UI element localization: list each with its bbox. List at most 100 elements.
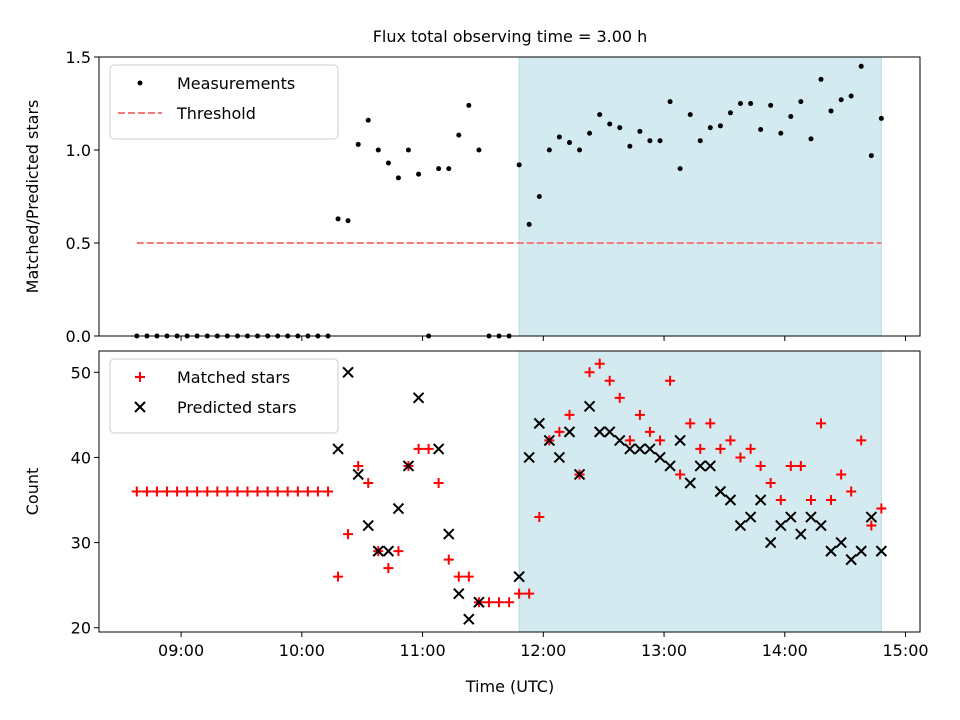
predicted-star-point [382, 545, 395, 557]
predicted-star-point [875, 545, 888, 557]
matched-star-point [856, 435, 867, 446]
measurement-point [567, 140, 573, 146]
matched-star-point [815, 418, 826, 429]
measurement-point [627, 143, 633, 149]
matched-star-point [272, 486, 283, 497]
measurement-point [335, 216, 341, 222]
matched-star-point [514, 588, 525, 599]
predicted-star-point [332, 443, 344, 455]
matched-star-point [826, 495, 837, 506]
measurement-point [526, 221, 532, 227]
predicted-star-point [443, 528, 455, 540]
bottom-axes-frame [98, 350, 921, 633]
measurement-point [516, 162, 522, 168]
predicted-star-point [775, 519, 787, 532]
y-tick-label: 20 [71, 619, 91, 638]
matched-star-point [483, 597, 494, 608]
x-tick-label: 14:00 [762, 641, 808, 660]
measurement-point [768, 102, 774, 108]
top-legend: Measurements Threshold [109, 64, 339, 140]
measurement-point [878, 115, 884, 121]
matched-star-point [413, 443, 424, 454]
predicted-star-point [694, 460, 706, 472]
matched-star-point [353, 460, 364, 471]
measurement-point [748, 101, 754, 106]
matched-star-point [433, 477, 444, 488]
matched-star-point [604, 375, 615, 386]
matched-star-point [624, 435, 635, 446]
measurement-point [416, 171, 422, 177]
matched-star-point [876, 503, 887, 514]
matched-star-point [866, 520, 877, 531]
shaded-region [518, 56, 882, 337]
matched-star-point [846, 486, 857, 497]
matched-star-point [202, 486, 213, 497]
measurement-point [677, 166, 683, 172]
predicted-star-point [654, 451, 666, 464]
matched-star-point [725, 435, 736, 446]
top-panel: 0.0 0.5 1.0 1.5 Matched/Predicted stars Mea… [23, 48, 921, 346]
matched-star-point [393, 546, 404, 557]
predicted-star-point [764, 536, 777, 549]
measurement-point [798, 99, 804, 105]
matched-star-point [634, 409, 645, 420]
predicted-star-point [553, 451, 566, 464]
measurement-point [717, 123, 723, 129]
predicted-star-point [855, 545, 867, 557]
x-tick-label: 15:00 [882, 641, 928, 660]
observing-window-shade [518, 350, 882, 633]
matched-star-point [172, 486, 183, 497]
predicted-star-point [714, 485, 727, 498]
measurement-point [436, 166, 442, 172]
predicted-star-point [412, 392, 425, 404]
predicted-star-point [513, 570, 525, 583]
predicted-star-point [634, 443, 646, 455]
measurement-point [667, 99, 673, 105]
measurement-point [818, 76, 824, 82]
matched-star-point [524, 588, 535, 599]
predicted-star-point [432, 443, 445, 455]
matched-star-point [614, 392, 625, 403]
predicted-star-point [614, 434, 626, 447]
measurement-point [355, 141, 361, 147]
top-x-ticks [180, 336, 907, 341]
matched-star-point [222, 486, 233, 497]
predicted-star-point [624, 443, 636, 455]
y-tick-label: 40 [71, 448, 91, 467]
measurement-point [788, 114, 794, 120]
matched-star-point [423, 443, 434, 454]
measurement-point [587, 130, 593, 136]
bottom-x-ticks: 09:00 10:00 11:00 12:00 13:00 14:00 15:00 [158, 632, 929, 660]
predicted-star-point [785, 511, 797, 523]
legend-label: Threshold [176, 104, 256, 123]
top-y-axis-label: Matched/Predicted stars [23, 100, 42, 294]
matched-star-point [333, 571, 344, 582]
matched-star-point [735, 452, 746, 463]
predicted-star-point [684, 477, 696, 489]
matched-star-point [836, 469, 847, 480]
matched-star-point [453, 571, 464, 582]
matched-star-point [443, 554, 454, 565]
matched-star-point [141, 486, 152, 497]
matched-star-point [151, 486, 162, 497]
predicted-star-point [865, 511, 878, 523]
predicted-star-point [604, 426, 616, 438]
matched-star-point [715, 443, 726, 454]
measurement-point [727, 110, 733, 116]
matched-star-point [242, 486, 253, 497]
predicted-star-point [392, 502, 405, 515]
x-tick-label: 10:00 [279, 641, 325, 660]
x-tick-label: 11:00 [400, 641, 446, 660]
predicted-star-point [674, 434, 686, 447]
measurement-point [385, 160, 391, 166]
measurement-point [607, 121, 613, 127]
predicted-star-point [754, 494, 767, 506]
y-tick-label: 50 [71, 363, 91, 382]
legend-label: Matched stars [177, 368, 290, 387]
y-tick-label: 0.0 [66, 327, 91, 346]
y-tick-label: 30 [71, 534, 91, 553]
measurement-point [395, 175, 401, 181]
predicted-star-point [744, 511, 757, 523]
predicted-star-point [362, 519, 374, 532]
measurement-point [536, 194, 542, 199]
